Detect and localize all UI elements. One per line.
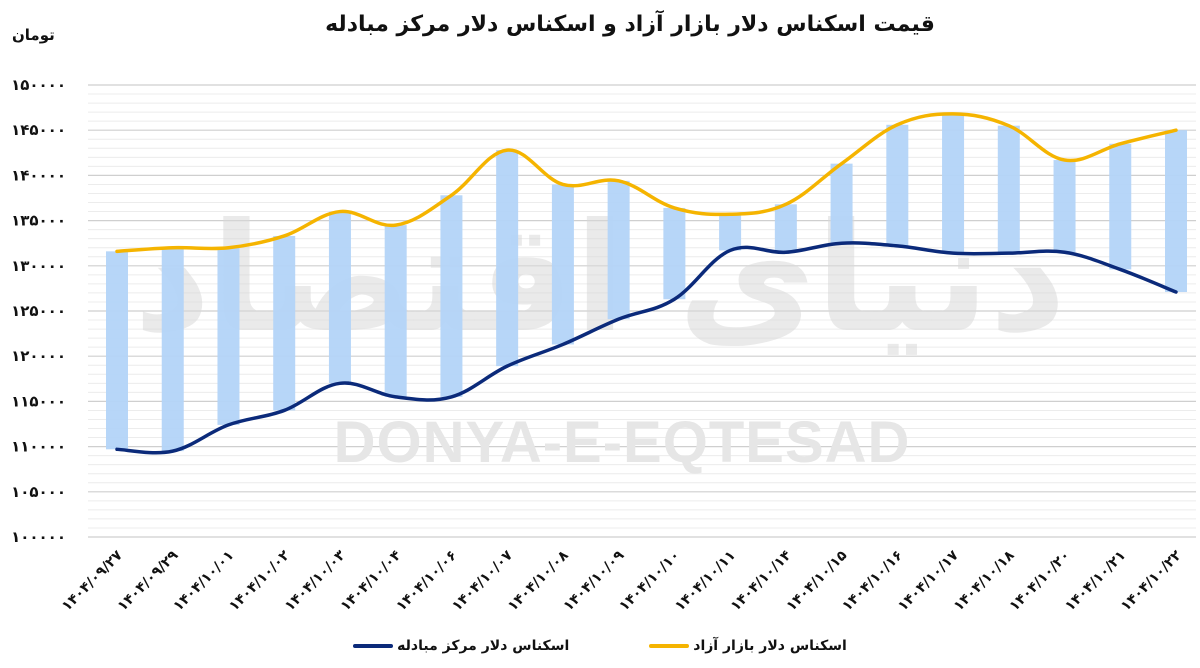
spread-bar (440, 195, 463, 397)
y-axis-unit-label: تومان (12, 26, 55, 44)
y-tick-label: ۱۳۵۰۰۰ (11, 212, 66, 230)
spread-bar (774, 204, 797, 253)
spread-bar (161, 247, 184, 452)
y-tick-label: ۱۱۵۰۰۰ (11, 392, 66, 410)
spread-bar (273, 235, 296, 411)
spread-bar (1165, 130, 1187, 293)
spread-bar (384, 225, 407, 397)
legend-line-swatch-icon (353, 644, 394, 648)
spread-bar (719, 214, 742, 251)
spread-bar (886, 124, 909, 246)
spread-bars (106, 113, 1187, 452)
y-tick-label: ۱۳۰۰۰۰ (11, 257, 66, 275)
spread-bar (551, 184, 574, 345)
watermark-english-text: DONYA-E-EQTESAD (334, 410, 911, 475)
spread-bar (496, 150, 519, 367)
spread-bar (217, 247, 240, 425)
spread-bar (607, 180, 630, 320)
spread-bar (1053, 160, 1076, 253)
legend-item-free-market: اسکناس دلار بازار آزاد (649, 638, 847, 654)
legend: اسکناس دلار بازار آزاد اسکناس دلار مرکز … (0, 638, 1200, 654)
x-tick-label: ۱۴۰۴/۱۰/۲۲ (1118, 547, 1185, 614)
x-axis-ticks: ۱۴۰۴/۰۹/۲۷۱۴۰۴/۰۹/۲۹۱۴۰۴/۱۰/۰۱۱۴۰۴/۱۰/۰۲… (59, 547, 1185, 614)
legend-item-exchange-center: اسکناس دلار مرکز مبادله (353, 638, 569, 654)
y-tick-label: ۱۰۵۰۰۰ (11, 483, 66, 501)
y-tick-label: ۱۵۰۰۰۰ (11, 76, 66, 94)
legend-line-swatch-icon (649, 644, 690, 648)
spread-bar (830, 163, 853, 244)
y-tick-label: ۱۴۰۰۰۰ (11, 166, 66, 184)
spread-bar (106, 251, 128, 450)
y-tick-label: ۱۲۰۰۰۰ (11, 347, 66, 365)
chart-title: قیمت اسکناس دلار بازار آزاد و اسکناس دلا… (325, 12, 935, 37)
spread-bar (663, 207, 686, 300)
free-market-line (115, 112, 1178, 254)
y-tick-label: ۱۲۵۰۰۰ (11, 302, 66, 320)
legend-label: اسکناس دلار بازار آزاد (693, 638, 847, 654)
spread-bar (328, 211, 351, 384)
exchange-center-line (115, 241, 1178, 455)
spread-bar (1109, 143, 1132, 270)
spread-bar (942, 113, 965, 254)
y-tick-label: ۱۴۵۰۰۰ (11, 121, 66, 139)
y-tick-label: ۱۰۰۰۰۰ (11, 528, 66, 546)
spread-bar (997, 125, 1020, 254)
y-tick-label: ۱۱۰۰۰۰ (11, 438, 66, 456)
legend-label: اسکناس دلار مرکز مبادله (397, 638, 570, 654)
series-lines (115, 112, 1178, 455)
y-axis-ticks: ۱۰۰۰۰۰ ۱۰۵۰۰۰ ۱۱۰۰۰۰ ۱۱۵۰۰۰ ۱۲۰۰۰۰ ۱۲۵۰۰۰ ۱۳۰۰… (11, 76, 66, 546)
